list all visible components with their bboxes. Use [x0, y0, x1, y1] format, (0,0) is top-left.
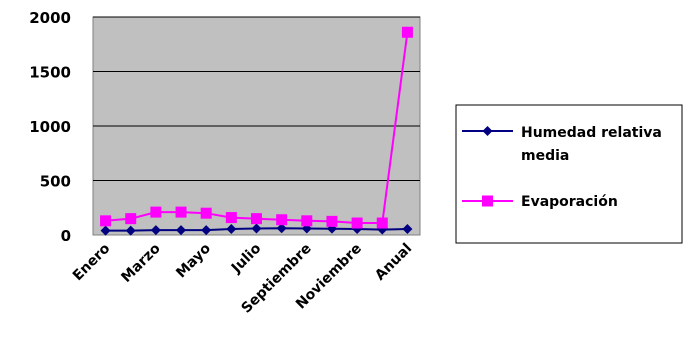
- data-point-square: [276, 214, 288, 226]
- data-point-diamond: [176, 225, 187, 236]
- y-tick-label: 1000: [29, 118, 71, 136]
- data-point-square: [376, 217, 388, 229]
- data-point-square: [125, 213, 137, 225]
- data-point-square: [401, 26, 413, 38]
- data-point-square: [175, 206, 187, 218]
- gridlines: [93, 16, 420, 236]
- data-point-diamond: [201, 225, 212, 236]
- data-point-diamond: [150, 225, 161, 236]
- legend-marker-evaporacion-square-icon: [482, 195, 493, 207]
- x-tick-label: Anual: [372, 241, 415, 284]
- legend-label-evaporacion: Evaporación: [521, 194, 618, 210]
- series-group: [100, 26, 413, 236]
- legend-label-humedad-line2: media: [521, 148, 569, 164]
- data-point-diamond: [402, 224, 413, 235]
- data-point-square: [326, 215, 338, 227]
- legend-label-humedad-line1: Humedad relativa: [521, 125, 662, 141]
- y-tick-label: 1500: [29, 64, 71, 82]
- y-axis-ticks: 0 500 1000 1500 2000: [29, 9, 71, 245]
- data-point-square: [225, 212, 237, 224]
- data-point-square: [200, 207, 212, 219]
- data-point-diamond: [100, 225, 111, 236]
- y-tick-label: 0: [61, 227, 71, 245]
- x-tick-label: Enero: [70, 240, 114, 284]
- legend: Humedad relativa media Evaporación: [455, 104, 683, 244]
- data-point-diamond: [226, 224, 237, 235]
- legend-box: [455, 104, 683, 244]
- legend-marker-humedad-diamond-icon: [482, 126, 493, 136]
- data-point-square: [251, 213, 262, 225]
- x-tick-label: Julio: [228, 240, 265, 277]
- data-point-square: [351, 217, 363, 229]
- y-tick-label: 2000: [29, 9, 71, 27]
- data-point-square: [100, 215, 112, 227]
- data-point-square: [150, 206, 162, 218]
- x-tick-label: Mayo: [173, 240, 214, 281]
- y-tick-label: 500: [40, 173, 71, 191]
- data-point-square: [301, 215, 313, 227]
- data-point-diamond: [276, 223, 287, 234]
- data-point-diamond: [125, 225, 136, 236]
- data-point-diamond: [251, 223, 262, 234]
- x-tick-label: Marzo: [118, 240, 164, 286]
